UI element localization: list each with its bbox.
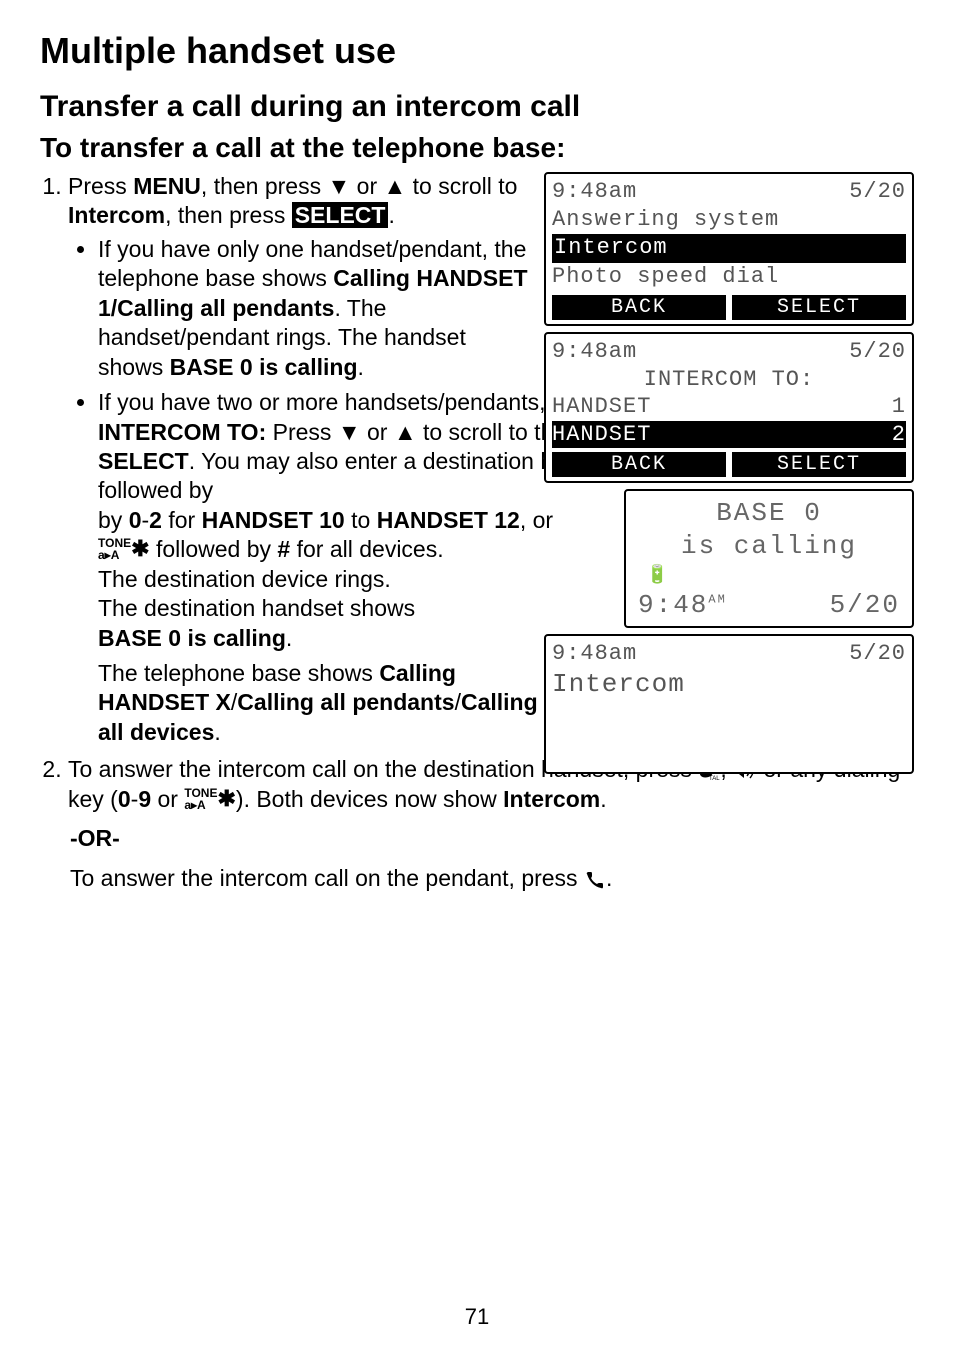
select-key: SELECT [292, 202, 389, 228]
a1-g: . [214, 719, 220, 745]
b2-x4: . [286, 625, 292, 651]
lcd2-date: 5/20 [849, 338, 906, 366]
down-arrow-icon: ▼ [328, 173, 351, 199]
b2-b: INTERCOM TO: [98, 419, 266, 445]
star-icon: ✱ [217, 788, 235, 810]
b2-w: for all devices. [290, 536, 443, 562]
a1-d: Calling all pendants [237, 689, 454, 715]
lcd2-row2a: HANDSET [552, 421, 892, 449]
tone-star-icon: TONEa▸A [98, 537, 131, 561]
lcd3-line2: is calling [634, 530, 904, 563]
section-title: Transfer a call during an intercom call [40, 90, 914, 124]
s2-f: 9 [138, 786, 151, 812]
lcd3-time: 9:48 [638, 590, 708, 620]
lcd2-row1b: 1 [892, 393, 906, 421]
lcd3-date: 5/20 [830, 590, 900, 620]
b1-d: BASE 0 is calling [170, 354, 358, 380]
menu-key: MENU [133, 173, 201, 199]
b1-e: . [358, 354, 364, 380]
battery-icon: 🔋 [634, 564, 904, 586]
tone-star-icon: TONEa▸A [184, 787, 217, 811]
phone-icon [584, 865, 606, 891]
b2-x2: The destination handset shows [98, 595, 415, 621]
b2-q: HANDSET 10 [202, 507, 345, 533]
b2-x3: BASE 0 is calling [98, 625, 286, 651]
lcd4-time: 9:48am [552, 640, 637, 668]
lcd4-date: 5/20 [849, 640, 906, 668]
lcd1-date: 5/20 [849, 178, 906, 206]
s2-i: Intercom [503, 786, 600, 812]
s2-d: 0 [118, 786, 131, 812]
b2-l: followed by [98, 477, 213, 503]
subsection-title: To transfer a call at the telephone base… [40, 132, 914, 164]
b2-m: 0 [129, 507, 142, 533]
b2-n: - [141, 507, 149, 533]
s2-j: . [600, 786, 606, 812]
b2-l2: by [98, 507, 129, 533]
alt-b: . [606, 865, 612, 891]
lcd2-row2b: 2 [892, 421, 906, 449]
s2-g: or [151, 786, 184, 812]
b2-r: to [345, 507, 377, 533]
alt-a: To answer the intercom call on the penda… [70, 865, 584, 891]
lcd-screen-3: BASE 0 is calling 🔋 9:48AM 5/20 [624, 489, 914, 628]
b2-v: # [277, 536, 290, 562]
lcd1-time: 9:48am [552, 178, 637, 206]
lcd3-ampm: AM [708, 593, 726, 607]
lcd2-time: 9:48am [552, 338, 637, 366]
lcd2-softkey-select: SELECT [732, 452, 906, 477]
star-icon: ✱ [131, 538, 149, 560]
step1-text: Press [68, 173, 133, 199]
page-title: Multiple handset use [40, 30, 914, 72]
lcd1-line3: Photo speed dial [552, 263, 906, 292]
lcd-screen-2: 9:48am 5/20 INTERCOM TO: HANDSET 1 HANDS… [544, 332, 914, 483]
or-divider: -OR- [70, 824, 914, 853]
alt-step: To answer the intercom call on the penda… [70, 864, 914, 893]
lcd-screen-1: 9:48am 5/20 Answering system Intercom Ph… [544, 172, 914, 326]
lcd-screen-4: 9:48am 5/20 Intercom [544, 634, 914, 774]
lcd3-line1: BASE 0 [634, 497, 904, 530]
b2-x1: The destination device rings. [98, 566, 391, 592]
page-number: 71 [0, 1304, 954, 1330]
lcd1-softkey-back: BACK [552, 295, 726, 320]
step1-period: . [388, 202, 394, 228]
b2-o: 2 [149, 507, 162, 533]
b2-s: HANDSET 12 [377, 507, 520, 533]
b2-d: or [361, 419, 394, 445]
up-arrow-icon: ▲ [394, 419, 417, 445]
down-arrow-icon: ▼ [338, 419, 361, 445]
a1-a: The telephone base shows [98, 660, 379, 686]
up-arrow-icon: ▲ [384, 173, 407, 199]
lcd2-row1a: HANDSET [552, 393, 651, 421]
lcd1-softkey-select: SELECT [732, 295, 906, 320]
intercom-label: Intercom [68, 202, 165, 228]
lcd2-softkey-back: BACK [552, 452, 726, 477]
b2-p: for [162, 507, 202, 533]
b2-f: SELECT [98, 448, 189, 474]
step1-then: , then press [165, 202, 292, 228]
after-step1: The telephone base shows Calling HANDSET… [98, 659, 558, 747]
lcd1-line2: Intercom [552, 234, 906, 263]
b2-c: Press [266, 419, 338, 445]
lcd2-header: INTERCOM TO: [644, 366, 814, 394]
step1-arrows: or [350, 173, 383, 199]
s2-h: ). Both devices now show [236, 786, 503, 812]
lcd4-line1: Intercom [552, 668, 906, 702]
lcd1-line1: Answering system [552, 206, 906, 235]
step1-mid: , then press [201, 173, 328, 199]
step1-tail: to scroll to [406, 173, 517, 199]
b2-u: followed by [150, 536, 278, 562]
